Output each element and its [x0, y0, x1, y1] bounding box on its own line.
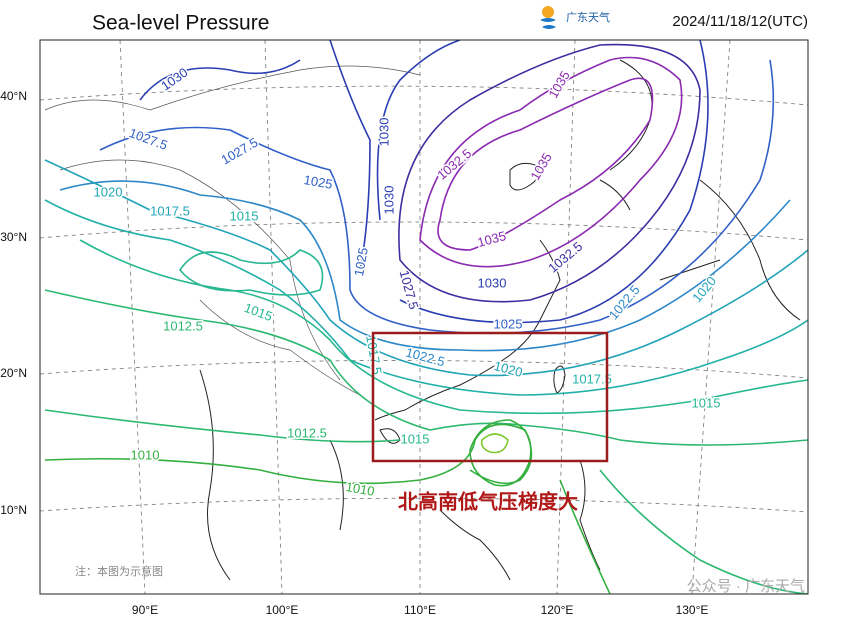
- isobar-label: 1012.5: [163, 318, 203, 333]
- map-area: 1030 1027.5 1027.5 1025 1020 1017.5 1015…: [40, 40, 808, 595]
- lon-label: 90°E: [132, 603, 158, 617]
- lon-label: 120°E: [541, 603, 574, 617]
- lat-label: 20°N: [0, 366, 27, 380]
- isobar-label: 1010: [131, 447, 160, 462]
- isobar-label: 1015: [692, 395, 721, 410]
- coastline: [44, 59, 801, 581]
- lat-label: 30°N: [0, 230, 27, 244]
- lon-label: 100°E: [266, 603, 299, 617]
- timestamp: 2024/11/18/12(UTC): [672, 13, 808, 30]
- isobar-label: 1017.5: [572, 371, 612, 386]
- lat-label: 10°N: [0, 503, 27, 517]
- isobar-label: 1030: [381, 186, 396, 215]
- lat-label: 40°N: [0, 89, 27, 103]
- lon-label: 130°E: [676, 603, 709, 617]
- isobar-label: 1025: [351, 246, 371, 277]
- isobar-label: 1017.5: [150, 203, 190, 218]
- graticule: [40, 40, 808, 594]
- title: Sea-level Pressure: [92, 12, 269, 35]
- note: 注：本图为示意图: [75, 564, 163, 578]
- isobar-label: 1015: [401, 431, 430, 446]
- isobar-label: 1010: [345, 479, 376, 499]
- isobar-label: 1030: [376, 118, 391, 147]
- isobar-label: 1015: [230, 208, 259, 223]
- logo: 广东天气: [540, 6, 610, 29]
- isobar-label: 1012.5: [287, 425, 327, 440]
- isobar-label: 1020: [94, 184, 123, 199]
- isobar-label: 1025: [494, 316, 523, 331]
- isobars: [44, 40, 808, 594]
- map-frame: [39, 39, 809, 595]
- highlight-box: [371, 331, 609, 463]
- lon-label: 110°E: [404, 603, 436, 617]
- logo-text: 广东天气: [566, 10, 610, 24]
- isobar-label: 1030: [478, 275, 507, 290]
- isobar-label: 1025: [303, 172, 334, 192]
- annotation: 北高南低气压梯度大: [398, 489, 578, 513]
- watermark: 公众号 · 广东天气: [687, 578, 805, 595]
- axis-labels: 40°N 30°N 20°N 10°N 90°E 100°E 110°E 120…: [0, 89, 708, 617]
